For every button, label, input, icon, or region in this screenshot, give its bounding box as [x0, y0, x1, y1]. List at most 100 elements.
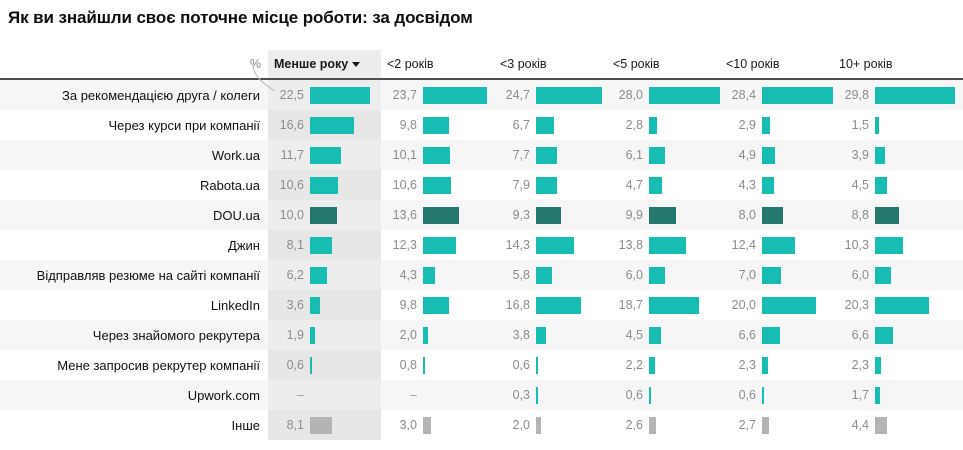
value-bar — [762, 146, 776, 164]
table-header: % Менше року <2 років <3 років <5 років <10 … — [0, 50, 963, 80]
value-bar — [762, 326, 780, 344]
cell-value: 1,5 — [851, 118, 869, 132]
cell-value: 9,9 — [625, 208, 643, 222]
data-cell: 2,3 — [833, 350, 963, 380]
cell-value: 10,1 — [392, 148, 417, 162]
row-label: Через знайомого рекрутера — [0, 320, 268, 350]
row-label: Work.ua — [0, 140, 268, 170]
header-rule-row — [0, 78, 963, 80]
cell-value: 9,3 — [512, 208, 530, 222]
value-bar — [762, 116, 770, 134]
table-row[interactable]: Rabota.ua 10,6 10,6 7,9 4,7 4,3 4,5 — [0, 170, 963, 200]
value-bar — [310, 86, 371, 104]
table-row[interactable]: Мене запросив рекрутер компанії 0,6 0,8 0,6… — [0, 350, 963, 380]
cell-value: 10,6 — [392, 178, 417, 192]
data-cell: 9,8 — [381, 290, 494, 320]
cell-value: 20,0 — [731, 298, 756, 312]
cell-value: 0,8 — [399, 358, 417, 372]
cell-value: 2,6 — [625, 418, 643, 432]
data-cell: 10,3 — [833, 230, 963, 260]
cell-value: 8,1 — [286, 238, 304, 252]
value-bar — [536, 296, 582, 314]
column-header-6[interactable]: 10+ років — [833, 50, 963, 78]
column-header-4[interactable]: <5 років — [607, 50, 720, 78]
column-header-3[interactable]: <3 років — [494, 50, 607, 78]
data-cell: 4,4 — [833, 410, 963, 440]
column-header-label: <2 років — [387, 57, 434, 71]
value-bar — [536, 356, 538, 374]
value-bar — [536, 86, 603, 104]
cell-value: 7,9 — [512, 178, 530, 192]
cell-value: 28,4 — [731, 88, 756, 102]
data-cell: 24,7 — [494, 80, 607, 110]
data-table: % Менше року <2 років <3 років <5 років <10 … — [0, 50, 963, 440]
cell-value: 2,0 — [512, 418, 530, 432]
table-row[interactable]: LinkedIn 3,6 9,8 16,8 18,7 20,0 20,3 — [0, 290, 963, 320]
data-cell: 3,8 — [494, 320, 607, 350]
data-cell: 10,0 — [268, 200, 381, 230]
data-cell: 28,0 — [607, 80, 725, 110]
table-row[interactable]: Джин 8,1 12,3 14,3 13,8 12,4 10,3 — [0, 230, 963, 260]
cell-value: 10,0 — [279, 208, 304, 222]
data-cell: 6,2 — [268, 260, 381, 290]
value-bar — [536, 236, 575, 254]
data-cell: 9,3 — [494, 200, 607, 230]
row-label: DOU.ua — [0, 200, 268, 230]
value-bar — [875, 146, 886, 164]
row-label: Upwork.com — [0, 380, 268, 410]
cell-value: 1,9 — [286, 328, 304, 342]
value-bar — [423, 206, 460, 224]
data-cell: 2,9 — [720, 110, 833, 140]
value-bar — [762, 416, 770, 434]
cell-value: 12,4 — [731, 238, 756, 252]
table-row[interactable]: Upwork.com – – 0,3 0,6 0,6 1,7 — [0, 380, 963, 410]
value-bar — [423, 296, 450, 314]
table-row[interactable]: Через знайомого рекрутера 1,9 2,0 3,8 4,5 6,6… — [0, 320, 963, 350]
column-header-5[interactable]: <10 років — [720, 50, 833, 78]
table-row[interactable]: Інше 8,1 3,0 2,0 2,6 2,7 4,4 — [0, 410, 963, 440]
value-bar — [649, 386, 651, 404]
data-cell: 6,6 — [833, 320, 963, 350]
data-cell: 0,6 — [494, 350, 607, 380]
value-bar — [649, 116, 657, 134]
column-header-2[interactable]: <2 років — [381, 50, 494, 78]
value-bar — [423, 86, 487, 104]
value-bar — [423, 266, 435, 284]
cell-value: 18,7 — [618, 298, 643, 312]
cell-value: 3,8 — [512, 328, 530, 342]
value-bar — [875, 236, 903, 254]
value-bar — [423, 416, 432, 434]
column-header-label: <3 років — [500, 57, 547, 71]
value-bar — [649, 236, 686, 254]
table-row[interactable]: Відправляв резюме на сайті компанії 6,2 4,… — [0, 260, 963, 290]
data-cell: – — [381, 380, 494, 410]
cell-value: 20,3 — [844, 298, 869, 312]
value-bar — [310, 116, 355, 134]
value-bar — [536, 416, 542, 434]
data-cell: 9,9 — [607, 200, 720, 230]
cell-value: 9,8 — [399, 298, 417, 312]
value-bar — [762, 176, 774, 194]
table-row[interactable]: Work.ua 11,7 10,1 7,7 6,1 4,9 3,9 — [0, 140, 963, 170]
value-bar — [423, 236, 456, 254]
data-cell: 6,1 — [607, 140, 720, 170]
cell-value: 2,8 — [625, 118, 643, 132]
column-header-1[interactable]: Менше року — [268, 50, 381, 78]
cell-value: 22,5 — [279, 88, 304, 102]
table-row[interactable]: Через курси при компанії 16,6 9,8 6,7 2,8 2,9… — [0, 110, 963, 140]
chevron-down-icon[interactable] — [352, 62, 361, 67]
value-bar — [875, 86, 955, 104]
value-bar — [536, 386, 538, 404]
table-row[interactable]: DOU.ua 10,0 13,6 9,3 9,9 8,0 8,8 — [0, 200, 963, 230]
cell-value: 29,8 — [844, 88, 869, 102]
cell-value: 0,6 — [625, 388, 643, 402]
cell-value: 2,2 — [625, 358, 643, 372]
value-bar — [875, 296, 930, 314]
table-row[interactable]: За рекомендацією друга / колеги 22,5 23,7 2… — [0, 80, 963, 110]
cell-value: 11,7 — [280, 148, 304, 162]
data-cell: – — [268, 380, 381, 410]
value-bar — [762, 386, 764, 404]
value-bar — [310, 416, 332, 434]
cell-value: 28,0 — [618, 88, 643, 102]
cell-value: 7,7 — [512, 148, 530, 162]
